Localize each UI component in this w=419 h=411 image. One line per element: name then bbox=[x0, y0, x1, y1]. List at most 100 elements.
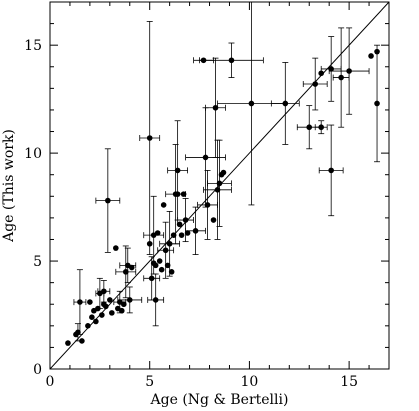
data-point bbox=[120, 301, 127, 308]
point-marker bbox=[156, 258, 163, 264]
data-point bbox=[158, 266, 165, 273]
y-axis-label: Age (This work) bbox=[1, 129, 17, 243]
data-point bbox=[157, 221, 175, 279]
point-marker bbox=[182, 217, 189, 223]
point-marker bbox=[204, 202, 211, 208]
point-marker bbox=[87, 299, 93, 305]
point-marker bbox=[126, 297, 133, 303]
point-marker bbox=[328, 167, 334, 174]
x-tick-label: 10 bbox=[240, 374, 258, 390]
data-point bbox=[152, 262, 159, 269]
data-point bbox=[99, 312, 105, 318]
plot-frame bbox=[49, 1, 390, 370]
data-point bbox=[178, 232, 185, 238]
data-point bbox=[210, 217, 217, 223]
point-marker bbox=[318, 124, 325, 131]
axis-ticks: 0 5 10 15 0 5 10 15 bbox=[24, 1, 390, 390]
x-tick-label: 15 bbox=[340, 374, 358, 390]
point-marker bbox=[220, 169, 227, 176]
data-point bbox=[117, 286, 143, 314]
data-point bbox=[139, 21, 161, 255]
data-point bbox=[164, 262, 171, 269]
point-marker bbox=[282, 100, 289, 107]
data-point bbox=[87, 299, 93, 305]
point-marker bbox=[154, 230, 161, 236]
y-tick-label: 5 bbox=[33, 254, 42, 270]
point-marker bbox=[158, 266, 165, 273]
x-tick-label: 0 bbox=[46, 374, 55, 390]
data-point bbox=[170, 232, 177, 238]
point-marker bbox=[109, 310, 115, 316]
point-marker bbox=[146, 135, 153, 141]
data-point bbox=[128, 264, 135, 271]
data-point bbox=[318, 124, 344, 217]
data-point bbox=[185, 206, 206, 255]
data-point bbox=[314, 120, 328, 135]
point-marker bbox=[318, 70, 325, 77]
x-axis-label: Age (Ng & Bertelli) bbox=[150, 392, 289, 408]
point-marker bbox=[248, 100, 255, 107]
data-point bbox=[73, 269, 87, 335]
data-point bbox=[147, 273, 165, 327]
data-point bbox=[199, 42, 264, 78]
data-point bbox=[156, 258, 163, 264]
point-marker bbox=[128, 264, 135, 271]
point-marker bbox=[306, 124, 313, 131]
data-point bbox=[270, 62, 300, 145]
plot-content bbox=[50, 1, 389, 369]
data-point bbox=[79, 338, 85, 344]
point-marker bbox=[160, 202, 167, 208]
data-point bbox=[205, 57, 226, 158]
point-marker bbox=[214, 187, 221, 193]
point-marker bbox=[85, 323, 91, 329]
data-point bbox=[167, 120, 188, 221]
point-marker bbox=[178, 232, 185, 238]
point-marker bbox=[170, 232, 177, 238]
point-marker bbox=[122, 269, 129, 275]
data-point bbox=[103, 303, 109, 310]
data-point bbox=[332, 27, 350, 128]
x-tick-label: 5 bbox=[145, 374, 154, 390]
data-point bbox=[318, 70, 325, 77]
data-point bbox=[107, 297, 113, 303]
point-marker bbox=[174, 167, 181, 174]
point-marker bbox=[176, 221, 183, 228]
point-marker bbox=[338, 74, 344, 81]
data-point bbox=[93, 318, 99, 325]
data-point bbox=[328, 27, 370, 115]
point-marker bbox=[164, 262, 171, 269]
data-point bbox=[220, 169, 227, 176]
data-point bbox=[146, 240, 153, 247]
point-marker bbox=[202, 154, 209, 161]
data-point bbox=[368, 53, 374, 59]
data-point bbox=[177, 198, 194, 243]
point-marker bbox=[212, 104, 219, 111]
point-marker bbox=[168, 269, 175, 275]
point-marker bbox=[368, 53, 374, 59]
point-marker bbox=[346, 68, 352, 74]
data-point bbox=[176, 221, 183, 228]
point-marker bbox=[210, 217, 217, 223]
data-point bbox=[160, 202, 167, 208]
point-marker bbox=[148, 275, 155, 282]
data-point bbox=[180, 191, 187, 197]
point-marker bbox=[77, 299, 83, 305]
point-marker bbox=[312, 81, 319, 87]
point-marker bbox=[79, 338, 85, 344]
point-marker bbox=[152, 297, 159, 303]
y-tick-label: 10 bbox=[24, 146, 42, 162]
point-marker bbox=[113, 245, 119, 251]
data-point bbox=[118, 307, 125, 314]
point-marker bbox=[328, 66, 334, 72]
point-marker bbox=[374, 100, 380, 107]
data-point bbox=[65, 340, 71, 346]
point-marker bbox=[166, 240, 173, 247]
point-marker bbox=[152, 262, 159, 269]
point-marker bbox=[107, 297, 113, 303]
point-marker bbox=[65, 340, 71, 346]
data-point bbox=[203, 139, 232, 240]
point-marker bbox=[180, 191, 187, 197]
point-marker bbox=[228, 57, 235, 64]
point-marker bbox=[146, 240, 153, 247]
